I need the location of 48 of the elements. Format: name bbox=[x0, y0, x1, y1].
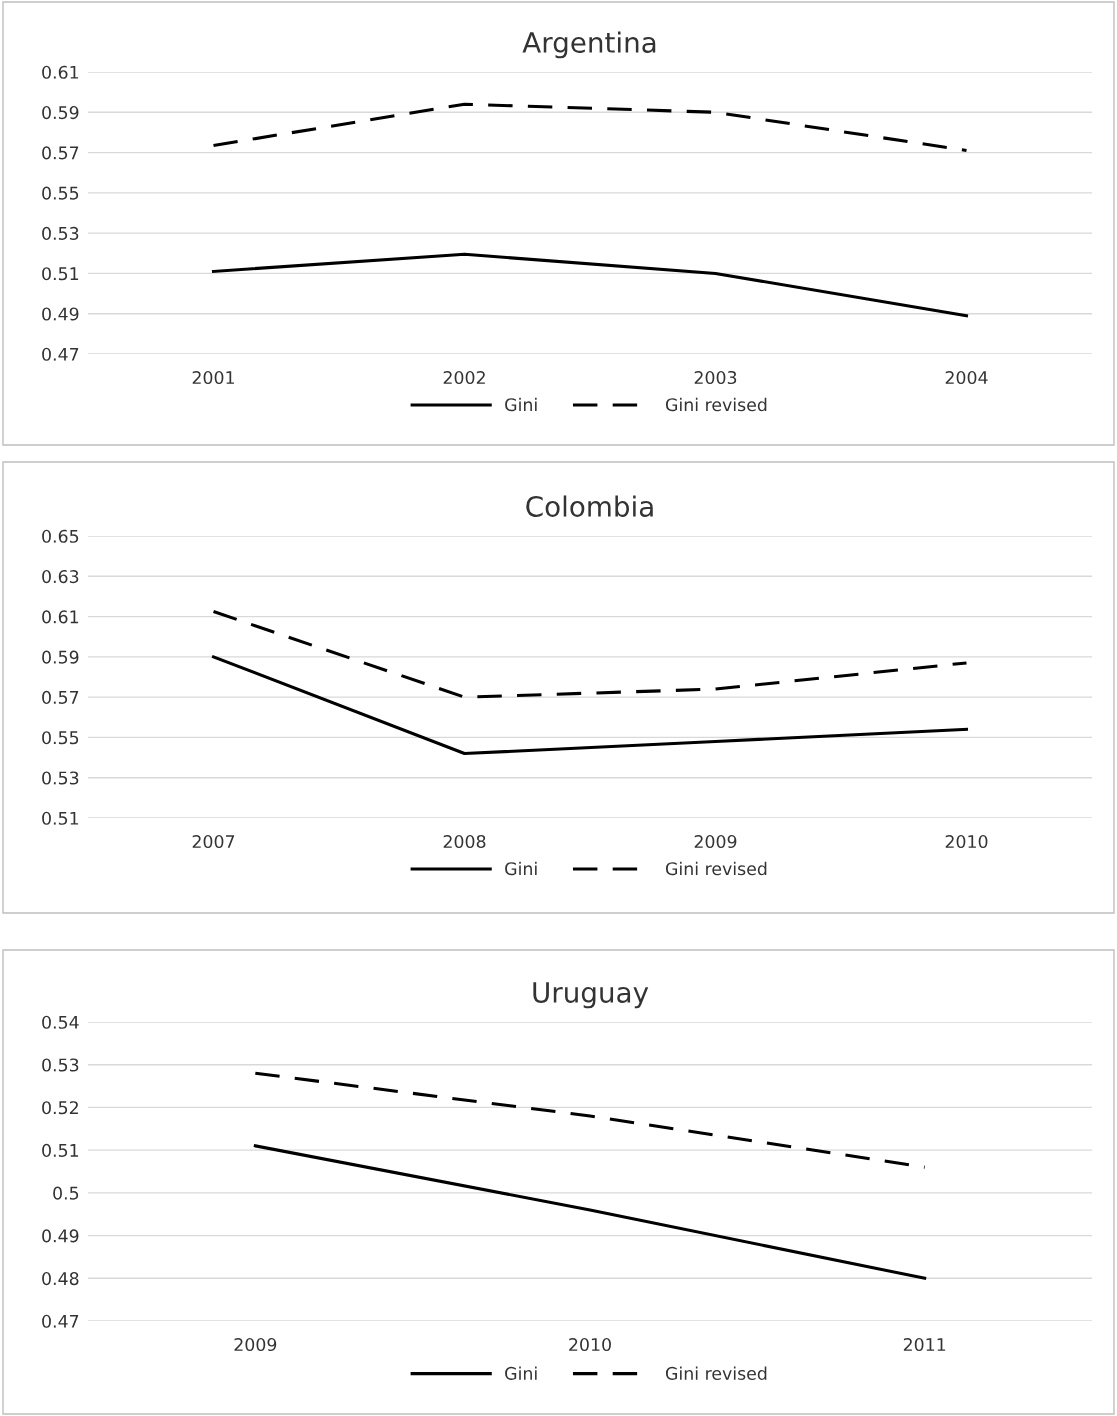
legend-label: Gini bbox=[505, 861, 537, 876]
chart-title: Argentina bbox=[522, 31, 656, 59]
legend-label: Gini bbox=[505, 1366, 537, 1380]
y-tick-label: 0.57 bbox=[42, 146, 79, 160]
y-tick-label: 0.5 bbox=[53, 1186, 79, 1200]
line-series bbox=[211, 102, 969, 153]
y-tick-label: 0.48 bbox=[42, 1272, 79, 1286]
x-tick-label: 2002 bbox=[443, 370, 485, 385]
chart-title: Uruguay bbox=[533, 982, 649, 1009]
y-tick-label: 0.47 bbox=[42, 347, 79, 361]
y-tick-label: 0.49 bbox=[42, 307, 79, 321]
line-series bbox=[211, 610, 969, 699]
y-tick-label: 0.51 bbox=[42, 811, 79, 825]
y-tick-label: 0.57 bbox=[42, 690, 79, 704]
x-tick-label: 2009 bbox=[694, 834, 737, 849]
legend-label: Gini bbox=[505, 397, 537, 412]
x-tick-label: 2011 bbox=[903, 1337, 946, 1352]
y-tick-label: 0.52 bbox=[42, 1101, 78, 1115]
x-tick-label: 2001 bbox=[192, 370, 234, 385]
y-tick-label: 0.55 bbox=[42, 731, 79, 745]
x-tick-label: 2008 bbox=[443, 834, 486, 849]
x-tick-label: 2010 bbox=[945, 834, 988, 849]
y-tick-label: 0.53 bbox=[42, 771, 79, 785]
y-tick-label: 0.54 bbox=[42, 1015, 79, 1029]
y-tick-label: 0.53 bbox=[42, 226, 79, 240]
legend-label: Gini revised bbox=[665, 861, 767, 876]
x-tick-label: 2007 bbox=[192, 834, 235, 849]
x-tick-label: 2003 bbox=[694, 370, 737, 385]
y-tick-label: 0.47 bbox=[42, 1314, 79, 1328]
y-tick-label: 0.61 bbox=[42, 65, 79, 79]
legend-label: Gini revised bbox=[665, 397, 767, 412]
y-tick-label: 0.53 bbox=[42, 1058, 79, 1072]
y-tick-label: 0.51 bbox=[42, 267, 79, 281]
y-tick-label: 0.59 bbox=[42, 106, 79, 120]
line-series bbox=[211, 655, 969, 756]
y-tick-label: 0.61 bbox=[42, 610, 79, 624]
legend-label: Gini revised bbox=[665, 1366, 767, 1380]
y-tick-label: 0.51 bbox=[42, 1143, 79, 1157]
x-tick-label: 2004 bbox=[945, 370, 988, 385]
y-tick-label: 0.63 bbox=[42, 570, 79, 584]
y-tick-label: 0.49 bbox=[42, 1229, 79, 1243]
y-tick-label: 0.65 bbox=[42, 529, 79, 543]
y-tick-label: 0.55 bbox=[42, 186, 79, 200]
x-tick-label: 2009 bbox=[234, 1337, 277, 1352]
chart-title: Colombia bbox=[526, 495, 653, 517]
y-tick-label: 0.59 bbox=[42, 650, 79, 664]
line-series bbox=[211, 252, 969, 318]
x-tick-label: 2010 bbox=[569, 1337, 611, 1352]
